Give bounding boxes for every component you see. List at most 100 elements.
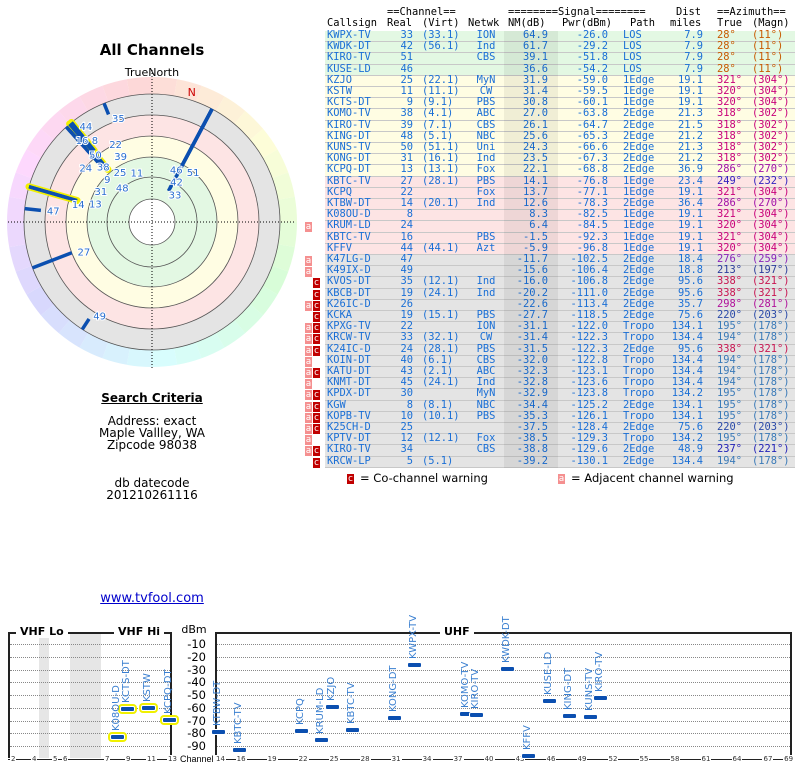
azimuth-magnetic-cell: (304°) (752, 241, 790, 254)
table-row[interactable]: KTBW-DT 14 (20.1) Ind 12.6 -78.3 2Edge 36.4 286°… (325, 197, 795, 211)
channel-tick-label: 69 (783, 755, 795, 763)
signal-marker[interactable] (582, 714, 598, 721)
table-row[interactable]: KPXG-TV 22 ION -31.1 -122.0 Tropo 134.1 195° (17… (305, 321, 795, 334)
power-cell: -129.6 (570, 443, 608, 456)
table-row[interactable]: K47LG-D 47 -11.7 -102.5 2Edge 18.4 276° (259°) a (305, 253, 795, 267)
table-row[interactable]: KUSE-LD 46 36.6 -54.2 LOS 7.9 28° (11°) (325, 63, 795, 76)
distance-cell: 21.3 (677, 141, 703, 153)
table-row[interactable]: K08OU-D 8 8.3 -82.5 1Edge 19.1 321° (304°) (325, 208, 795, 222)
adjacent-warning-icon: a (305, 368, 312, 378)
table-row[interactable]: K26IC-D 26 -22.6 -113.4 2Edge 35.7 298° (281°) a… (305, 298, 795, 311)
table-row[interactable]: KRUM-LD 24 6.4 -84.5 1Edge 19.1 320° (304°) a (305, 220, 795, 233)
co-channel-warning-icon: c (313, 446, 320, 457)
table-row[interactable]: KSTW 11 (11.1) CW 31.4 -59.5 1Edge 19.1 320° (304… (325, 86, 795, 99)
table-row[interactable]: KATU-DT 43 (2.1) ABC -32.3 -123.1 Tropo 134.4 19… (305, 365, 795, 379)
signal-marker-label: KCPQ (294, 697, 306, 725)
grid-line (217, 733, 790, 735)
distance-cell: 95.6 (677, 286, 703, 299)
table-row[interactable]: KCPQ-DT 13 (13.1) Fox 22.1 -68.8 2Edge 36.9 286°… (325, 164, 795, 177)
signal-marker[interactable] (469, 711, 485, 718)
virtual-channel-cell: (4.1) (422, 107, 454, 120)
signal-marker[interactable] (500, 666, 516, 673)
signal-marker[interactable] (293, 727, 309, 734)
table-row[interactable]: KGW 8 (8.1) NBC -34.4 -125.2 2Edge 134.1 195° (17… (305, 399, 795, 412)
signal-marker[interactable] (109, 734, 125, 741)
path-cell: 2Edge (623, 107, 655, 120)
header-dist: miles (670, 17, 702, 29)
table-row[interactable]: K49IX-D 49 -15.6 -106.4 2Edge 18.8 213° (197°) a (305, 265, 795, 278)
grid-line (10, 720, 170, 722)
real-channel-cell: 14 (400, 197, 413, 209)
table-row[interactable]: KRCW-LP 5 (5.1) -39.2 -130.1 2Edge 134.4 194° (1… (313, 455, 795, 468)
table-row[interactable]: KCKA 19 (15.1) PBS -27.7 -118.5 2Edge 75.6 220° (… (313, 310, 795, 323)
virtual-channel-cell: (2.1) (422, 365, 454, 377)
grid-line (10, 707, 170, 709)
path-cell: Tropo (623, 376, 655, 389)
table-row[interactable]: KIRO-TV 34 CBS -38.8 -129.6 2Edge 48.9 237° (221… (305, 443, 795, 457)
table-row[interactable]: KBTC-TV 16 PBS -1.5 -92.3 1Edge 19.1 321° (304°) (325, 231, 795, 244)
table-row[interactable]: KCTS-DT 9 (9.1) PBS 30.8 -60.1 1Edge 19.1 320° (3… (325, 97, 795, 110)
table-row[interactable]: KIRO-TV 51 CBS 39.1 -51.8 LOS 7.9 28° (11°) (325, 52, 795, 65)
network-cell: Fox (476, 185, 496, 198)
noise-margin-cell: 27.0 (522, 107, 548, 120)
table-row[interactable]: KZJO 25 (22.1) MyN 31.9 -59.0 1Edge 19.1 321° (30… (325, 74, 795, 87)
hue-ring-segment (152, 348, 178, 367)
distance-cell: 19.1 (677, 185, 703, 198)
table-row[interactable]: KPDX-DT 30 MyN -32.9 -123.8 Tropo 134.2 195° (17… (305, 387, 795, 401)
azimuth-true-cell: 249° (717, 174, 743, 187)
table-row[interactable]: KBCB-DT 19 (24.1) Ind -20.2 -111.0 2Edge 95.6 33… (313, 286, 795, 300)
path-cell: Tropo (623, 432, 655, 445)
table-row[interactable]: KCPQ 22 Fox 13.7 -77.1 1Edge 19.1 321° (304°) (325, 185, 795, 199)
table-row[interactable]: KING-DT 48 (5.1) NBC 25.6 -65.3 2Edge 21.2 318° (… (325, 129, 795, 143)
tvfool-link[interactable]: www.tvfool.com (100, 591, 204, 606)
signal-marker[interactable] (324, 704, 340, 711)
network-cell: Ind (476, 197, 496, 209)
station-bearing-bar (65, 125, 103, 167)
signal-marker[interactable] (141, 705, 156, 712)
table-row[interactable]: KUNS-TV 50 (51.1) Uni 24.3 -66.6 2Edge 21.3 318°… (325, 141, 795, 155)
signal-marker[interactable] (520, 752, 536, 759)
table-row[interactable]: K24IC-D 24 (28.1) PBS -31.5 -122.3 2Edge 95.6 33… (305, 343, 795, 356)
callsign-cell: KPTV-DT (327, 432, 371, 445)
table-row[interactable]: KOPB-TV 10 (10.1) PBS -35.3 -126.1 Tropo 134.1 1… (305, 410, 795, 423)
adjacent-warning-icon: a (305, 356, 312, 367)
header-true: True (717, 17, 743, 29)
signal-marker[interactable] (562, 712, 578, 719)
signal-marker[interactable] (345, 727, 361, 734)
noise-margin-cell: 23.5 (522, 152, 548, 165)
azimuth-true-cell: 318° (717, 118, 743, 131)
table-row[interactable]: KPTV-DT 12 (12.1) Fox -38.5 -129.3 Tropo 134.2 1… (305, 432, 795, 446)
signal-marker[interactable] (407, 662, 423, 669)
channel-tick-label: 46 (545, 755, 557, 763)
table-row[interactable]: K25CH-D 25 -37.5 -128.4 2Edge 75.6 220° (203°) a… (305, 422, 795, 435)
adjacent-warning-icon: a (305, 345, 312, 356)
station-channel-label: 50 (89, 151, 102, 162)
table-row[interactable]: KVOS-DT 35 (12.1) Ind -16.0 -106.8 2Edge 95.6 33… (313, 276, 795, 289)
signal-marker[interactable] (593, 695, 609, 702)
distance-cell: 21.3 (677, 107, 703, 120)
signal-marker[interactable] (120, 705, 135, 712)
path-cell: 2Edge (623, 129, 655, 142)
table-row[interactable]: KFFV 44 (44.1) Azt -5.9 -96.8 1Edge 19.1 320° (30… (325, 241, 795, 255)
power-cell: -82.5 (576, 208, 608, 221)
signal-marker[interactable] (162, 716, 177, 723)
table-row[interactable]: KRCW-TV 33 (32.1) CW -31.4 -122.3 Tropo 134.4 19… (305, 332, 795, 345)
callsign-cell: KBTC-TV (327, 174, 371, 187)
table-row[interactable]: KOMO-TV 38 (4.1) ABC 27.0 -63.8 2Edge 21.3 318° (… (325, 107, 795, 121)
table-row[interactable]: KONG-DT 31 (16.1) Ind 23.5 -67.3 2Edge 21.2 318°… (325, 152, 795, 166)
table-row[interactable]: KWDK-DT 42 (56.1) Ind 61.7 -29.2 LOS 7.9 28° (11°… (325, 41, 795, 54)
station-bearing-bar (28, 185, 69, 200)
table-row[interactable]: KBTC-TV 27 (28.1) PBS 14.1 -76.8 1Edge 23.4 249°… (325, 174, 795, 188)
table-row[interactable]: KOIN-DT 40 (6.1) CBS -32.0 -122.8 Tropo 134.4 19… (305, 354, 795, 367)
signal-marker[interactable] (386, 715, 402, 722)
power-cell: -123.8 (570, 387, 608, 400)
table-row[interactable]: KIRO-TV 39 (7.1) CBS 26.1 -64.7 2Edge 21.5 318° (… (325, 118, 795, 132)
table-row[interactable]: KWPX-TV 33 (33.1) ION 64.9 -26.0 LOS 7.9 28° (11°… (325, 30, 795, 43)
real-channel-cell: 47 (400, 253, 413, 265)
signal-marker[interactable] (211, 729, 226, 736)
grid-line (217, 682, 790, 684)
signal-marker[interactable] (231, 746, 247, 753)
signal-marker[interactable] (314, 736, 330, 743)
table-row[interactable]: KNMT-DT 45 (24.1) Ind -32.8 -123.6 Tropo 134.4 1… (305, 376, 795, 390)
signal-marker[interactable] (541, 698, 557, 705)
